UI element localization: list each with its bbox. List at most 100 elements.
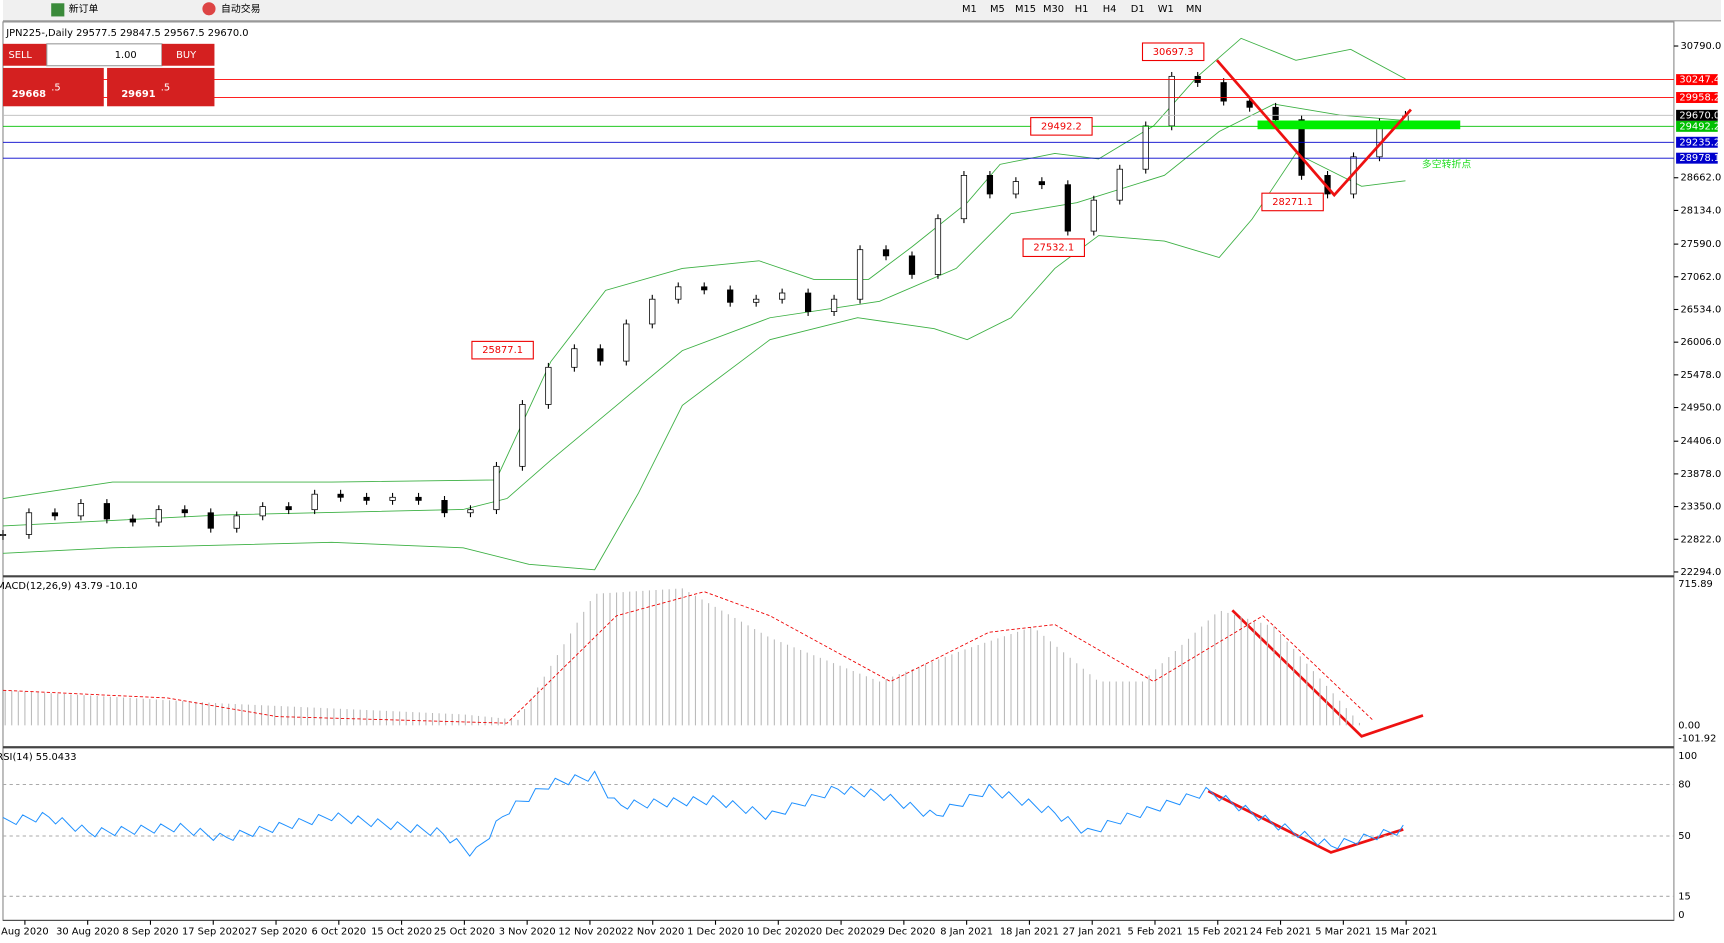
bollinger-upper xyxy=(2,37,1406,499)
candle xyxy=(129,518,136,523)
buy-label[interactable]: BUY xyxy=(176,50,197,61)
buy-price-fraction: .5 xyxy=(161,83,170,94)
toolbar xyxy=(2,0,1722,21)
level-label: 29958.2 xyxy=(1679,93,1720,104)
candle xyxy=(1064,184,1071,232)
candle xyxy=(467,509,474,514)
sell-label[interactable]: SELL xyxy=(8,50,32,61)
new-order[interactable]: 新订单 xyxy=(69,2,99,15)
pivot-note: 多空转折点 xyxy=(1422,157,1471,170)
timeframe-button[interactable]: W1 xyxy=(1158,4,1174,15)
candle xyxy=(1012,181,1020,195)
candle xyxy=(389,496,396,501)
price-tick-label: 24406.0 xyxy=(1680,436,1721,447)
arrow xyxy=(1215,59,1412,198)
chart-area xyxy=(2,21,1675,921)
sell-price-box[interactable] xyxy=(2,67,104,107)
date-label: 18 Jan 2021 xyxy=(1000,926,1059,937)
date-label: 3 Nov 2020 xyxy=(499,926,556,937)
date-label: 25 Oct 2020 xyxy=(434,926,495,937)
auto-trading[interactable]: 自动交易 xyxy=(221,2,260,15)
candle xyxy=(960,175,968,220)
timeframe-button[interactable]: H1 xyxy=(1075,4,1089,15)
candle xyxy=(1090,199,1097,232)
rsi-line xyxy=(2,770,1404,857)
rsi-tick-label: 80 xyxy=(1678,780,1691,791)
annotation: 28271.1 xyxy=(1272,197,1313,208)
price-tick-label: 26534.0 xyxy=(1680,304,1721,315)
candle xyxy=(727,289,734,303)
candle xyxy=(1038,181,1045,186)
buy-button[interactable] xyxy=(161,43,215,66)
buy-price-box[interactable] xyxy=(107,67,215,107)
annotation: 29492.2 xyxy=(1041,121,1082,132)
date-label: 17 Sep 2020 xyxy=(182,926,245,937)
candle xyxy=(25,512,33,535)
sell-price-fraction: .5 xyxy=(51,83,60,94)
candle xyxy=(233,515,240,529)
candle xyxy=(753,298,760,303)
bollinger-lower xyxy=(2,152,1406,571)
macd-tick-label: 715.89 xyxy=(1678,579,1712,590)
candle xyxy=(830,298,838,312)
timeframe-button[interactable]: MN xyxy=(1186,4,1202,15)
level-tag xyxy=(1676,109,1718,121)
sell-button[interactable] xyxy=(2,43,47,66)
timeframe-button[interactable]: M5 xyxy=(990,4,1005,15)
price-tick-label: 30790.0 xyxy=(1680,41,1721,52)
candle xyxy=(649,298,656,325)
date-label: 27 Sep 2020 xyxy=(245,926,307,937)
date-label: Aug 2020 xyxy=(1,926,48,937)
date-label: 20 Dec 2020 xyxy=(810,926,873,937)
candle xyxy=(545,366,552,405)
date-label: 1 Dec 2020 xyxy=(687,926,744,937)
level-label: 30247.4 xyxy=(1679,75,1720,86)
new-order-icon[interactable] xyxy=(51,3,65,17)
candle xyxy=(986,175,994,195)
candle xyxy=(77,503,85,517)
timeframe-button[interactable]: H4 xyxy=(1103,4,1117,15)
rsi-tick-label: 100 xyxy=(1678,751,1697,762)
annotation-box xyxy=(471,340,534,360)
level-tag xyxy=(1676,92,1718,103)
price-tick-label: 27062.0 xyxy=(1680,272,1721,283)
volume[interactable]: 1.00 xyxy=(115,50,137,61)
price-tick-label: 25478.0 xyxy=(1680,370,1721,381)
date-label: 5 Mar 2021 xyxy=(1315,926,1371,937)
date-label: 15 Oct 2020 xyxy=(371,926,432,937)
candle xyxy=(1220,82,1227,102)
candle xyxy=(285,506,292,511)
volume-input[interactable] xyxy=(46,43,163,67)
level-label: 29492.2 xyxy=(1679,121,1720,132)
date-label: 6 Oct 2020 xyxy=(311,926,366,937)
candle xyxy=(181,509,188,514)
candle xyxy=(259,506,266,517)
date-label: 30 Aug 2020 xyxy=(56,926,119,937)
candle xyxy=(51,512,59,517)
candle xyxy=(0,534,7,536)
sell-price: 29668 xyxy=(12,89,46,100)
annotation-box xyxy=(1141,42,1205,62)
date-label: 29 Dec 2020 xyxy=(872,926,935,937)
timeframe-button[interactable]: D1 xyxy=(1131,4,1145,15)
candle xyxy=(1168,75,1175,127)
auto-trading-icon[interactable] xyxy=(202,2,216,16)
date-label: 12 Nov 2020 xyxy=(558,926,621,937)
candle xyxy=(311,493,318,511)
timeframe-button[interactable]: M30 xyxy=(1043,4,1064,15)
annotation: 30697.3 xyxy=(1153,47,1194,58)
timeframe-button[interactable]: M1 xyxy=(962,4,977,15)
rsi-tick-label: 50 xyxy=(1678,831,1691,842)
rsi-tick-label: 15 xyxy=(1678,891,1691,902)
candle xyxy=(155,509,162,523)
timeframe-button[interactable]: M15 xyxy=(1015,4,1036,15)
candle xyxy=(908,255,916,275)
buy-price: 29691 xyxy=(121,89,155,100)
candle xyxy=(701,286,708,291)
price-tick-label: 23878.0 xyxy=(1680,469,1721,480)
rsi-tick-label: 0 xyxy=(1678,910,1684,921)
annotation: 25877.1 xyxy=(482,345,523,356)
date-label: 22 Nov 2020 xyxy=(621,926,684,937)
